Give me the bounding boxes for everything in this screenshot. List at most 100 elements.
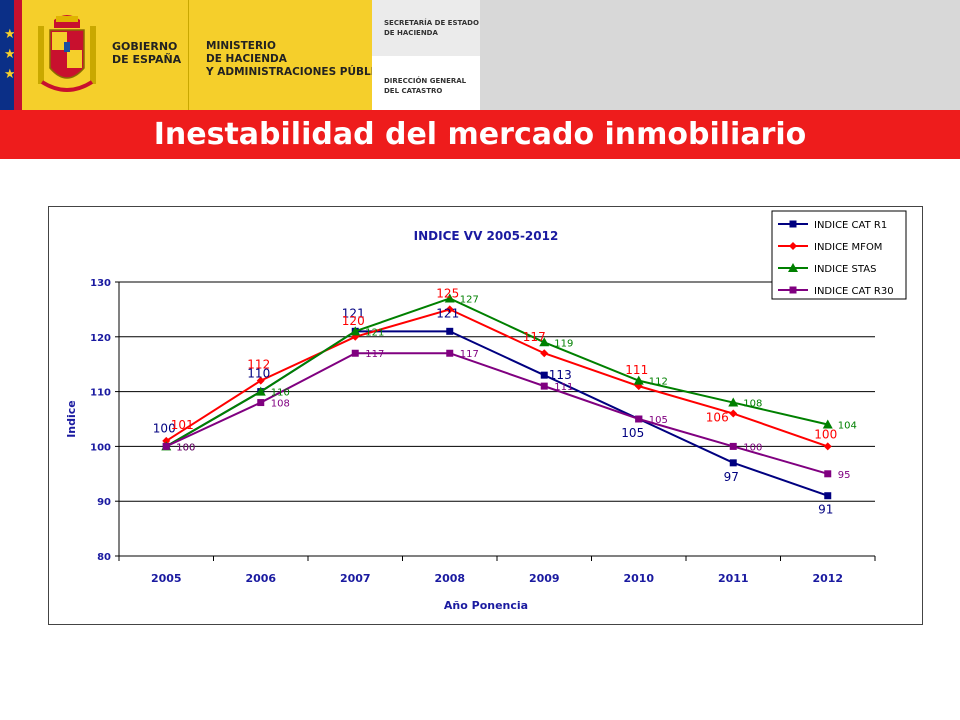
coat-of-arms-icon bbox=[38, 15, 96, 92]
data-label: 112 bbox=[649, 377, 668, 388]
title-bar: Inestabilidad del mercado inmobiliario bbox=[0, 110, 960, 159]
data-label: 111 bbox=[625, 363, 648, 377]
star-icon: ★ bbox=[4, 47, 16, 62]
ministry-line-2: DE HACIENDA bbox=[206, 53, 287, 65]
ministry-line-3: Y ADMINISTRACIONES PÚBLICAS bbox=[206, 66, 399, 78]
y-tick-label: 100 bbox=[90, 442, 111, 453]
legend-label: INDICE MFOM bbox=[814, 242, 882, 253]
data-label: 106 bbox=[706, 411, 729, 425]
data-point bbox=[351, 349, 359, 357]
data-label: 117 bbox=[365, 349, 384, 360]
data-label: 110 bbox=[247, 367, 270, 381]
data-label: 108 bbox=[743, 399, 762, 410]
flag-red-stripe bbox=[14, 0, 22, 110]
data-point bbox=[729, 459, 737, 467]
data-label: 121 bbox=[436, 306, 459, 320]
data-label: 108 bbox=[271, 399, 290, 410]
data-label: 125 bbox=[436, 286, 459, 300]
data-point bbox=[728, 397, 739, 407]
data-point bbox=[824, 492, 832, 500]
data-label: 105 bbox=[649, 415, 668, 426]
gov-line-1: GOBIERNO bbox=[112, 40, 178, 53]
gov-line-2: DE ESPAÑA bbox=[112, 53, 182, 66]
data-label: 111 bbox=[554, 382, 573, 393]
x-tick-label: 2010 bbox=[623, 572, 654, 585]
series-line-2 bbox=[165, 308, 829, 448]
legend-marker bbox=[789, 242, 797, 250]
directorate-line-2: DEL CATASTRO bbox=[384, 87, 443, 95]
data-point bbox=[162, 442, 170, 450]
data-point bbox=[445, 305, 454, 314]
secretariat-line-1: SECRETARÍA DE ESTADO bbox=[384, 19, 479, 27]
data-point bbox=[540, 349, 549, 358]
data-label: 121 bbox=[342, 306, 365, 320]
directorate-block: DIRECCIÓN GENERAL DEL CATASTRO bbox=[372, 56, 480, 110]
data-label: 104 bbox=[838, 420, 857, 431]
data-point bbox=[255, 386, 266, 396]
ministry-line-1: MINISTERIO bbox=[206, 40, 276, 52]
data-label: 101 bbox=[171, 418, 194, 432]
series-line-4 bbox=[165, 352, 829, 475]
data-label: 100 bbox=[814, 427, 837, 441]
x-tick-label: 2008 bbox=[434, 572, 465, 585]
data-label: 112 bbox=[247, 358, 270, 372]
data-point bbox=[257, 399, 265, 407]
y-tick-label: 90 bbox=[97, 497, 111, 508]
y-axis-label: Indice bbox=[65, 400, 78, 438]
government-logo-block: ★ ★ ★ GOBIERNO DE ESPAÑA MINISTERIO DE H… bbox=[0, 0, 398, 110]
data-point bbox=[351, 332, 360, 341]
data-point bbox=[823, 442, 832, 451]
legend-marker bbox=[789, 286, 797, 294]
chart-frame: INDICE VV 2005-2012 80 90 100 110 120 130 2005 2… bbox=[48, 206, 923, 625]
ministry-name: MINISTERIO DE HACIENDA Y ADMINISTRACIONE… bbox=[206, 40, 398, 79]
data-point bbox=[446, 349, 454, 357]
data-point bbox=[824, 470, 832, 478]
data-label: 97 bbox=[724, 470, 739, 484]
legend-label: INDICE CAT R30 bbox=[814, 286, 894, 297]
y-tick-label: 80 bbox=[97, 552, 111, 563]
legend-label: INDICE STAS bbox=[814, 264, 876, 275]
data-label: 120 bbox=[342, 314, 365, 328]
data-label: 117 bbox=[460, 349, 479, 360]
y-tick-label: 110 bbox=[90, 388, 111, 399]
data-label: 95 bbox=[838, 470, 851, 481]
data-point bbox=[539, 337, 550, 347]
data-point bbox=[633, 375, 644, 385]
data-label: 100 bbox=[176, 442, 195, 453]
data-point bbox=[256, 376, 265, 385]
x-tick-label: 2005 bbox=[151, 572, 182, 585]
data-label: 100 bbox=[743, 442, 762, 453]
x-tick-label: 2007 bbox=[340, 572, 371, 585]
star-icon: ★ bbox=[4, 67, 16, 82]
data-label: 100 bbox=[153, 421, 176, 435]
x-tick-label: 2006 bbox=[245, 572, 276, 585]
directorate-line-1: DIRECCIÓN GENERAL bbox=[384, 77, 467, 85]
header: ★ ★ ★ GOBIERNO DE ESPAÑA MINISTERIO DE H… bbox=[0, 0, 960, 110]
star-icon: ★ bbox=[4, 27, 16, 42]
x-tick-label: 2011 bbox=[718, 572, 749, 585]
x-axis-label: Año Ponencia bbox=[444, 599, 528, 612]
data-point bbox=[729, 409, 738, 418]
data-point bbox=[350, 326, 361, 336]
x-tick-label: 2012 bbox=[812, 572, 843, 585]
data-point bbox=[729, 442, 737, 450]
data-point bbox=[822, 419, 833, 429]
legend-label: INDICE CAT R1 bbox=[814, 220, 887, 231]
y-tick-label: 120 bbox=[90, 333, 111, 344]
secretariat-block: SECRETARÍA DE ESTADO DE HACIENDA bbox=[372, 0, 480, 56]
legend-marker bbox=[789, 220, 797, 228]
data-label: 121 bbox=[365, 327, 384, 338]
secretariat-line-2: DE HACIENDA bbox=[384, 29, 438, 37]
government-name: GOBIERNO DE ESPAÑA bbox=[112, 40, 184, 66]
chart-title: INDICE VV 2005-2012 bbox=[414, 229, 559, 243]
data-label: 110 bbox=[271, 388, 290, 399]
data-label: 100 bbox=[176, 442, 195, 453]
data-point bbox=[444, 293, 455, 303]
x-tick-label: 2009 bbox=[529, 572, 560, 585]
data-point bbox=[635, 415, 643, 423]
slide-title: Inestabilidad del mercado inmobiliario bbox=[153, 117, 807, 152]
data-point bbox=[446, 327, 454, 335]
y-tick-label: 130 bbox=[90, 278, 111, 289]
legend-marker bbox=[788, 263, 798, 272]
series-line-3 bbox=[165, 297, 828, 448]
